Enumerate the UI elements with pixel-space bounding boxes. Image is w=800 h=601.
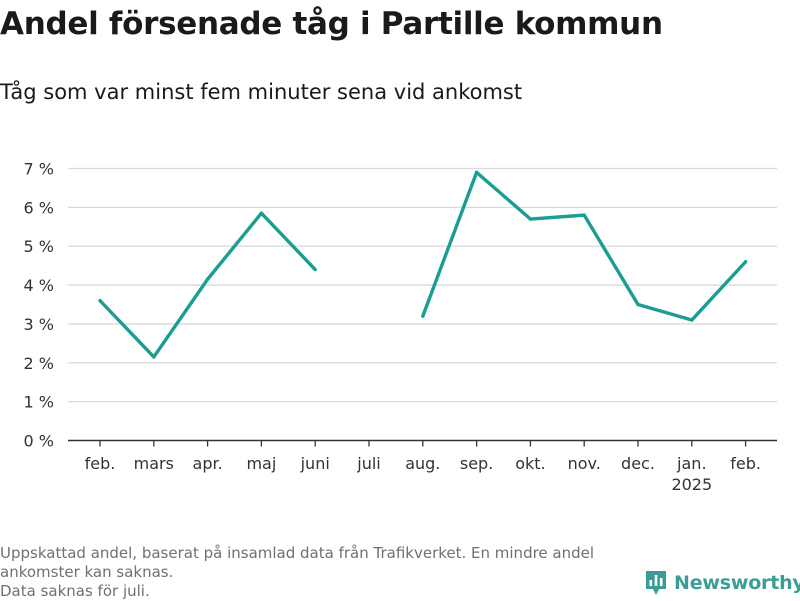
y-tick-label: 0 % xyxy=(24,432,54,451)
y-tick-label: 4 % xyxy=(24,276,54,295)
y-tick-label: 5 % xyxy=(24,237,54,256)
data-point xyxy=(259,211,264,215)
brand-name: Newsworthy xyxy=(674,572,800,594)
y-tick-label: 6 % xyxy=(24,198,54,217)
footnote-estimate: Uppskattad andel, baserat på insamlad da… xyxy=(0,544,595,581)
x-tick-label: juli xyxy=(356,454,380,473)
x-tick-label: juni xyxy=(300,454,330,473)
x-tick-label: apr. xyxy=(193,454,223,473)
y-tick-label: 1 % xyxy=(24,393,54,412)
x-tick-label: jan. xyxy=(676,454,706,473)
y-tick-label: 3 % xyxy=(24,315,54,334)
x-tick-label: nov. xyxy=(568,454,601,473)
data-point xyxy=(313,267,317,272)
data-point xyxy=(98,298,102,303)
chart-subtitle: Tåg som var minst fem minuter sena vid a… xyxy=(0,80,523,104)
x-year-label: 2025 xyxy=(671,475,712,494)
brand-logo: Newsworthy xyxy=(644,569,800,597)
x-tick-label: sep. xyxy=(460,454,493,473)
footnote-missing-data: Data saknas för juli. xyxy=(0,582,150,600)
data-point xyxy=(152,355,156,359)
data-point xyxy=(690,318,694,322)
x-tick-label: feb. xyxy=(85,454,116,473)
data-point xyxy=(421,314,425,318)
line-chart: 0 % 1 % 2 % 3 % 4 % 5 % 6 % 7 % feb. mars apr. maj j… xyxy=(24,160,777,494)
y-tick-label: 7 % xyxy=(24,160,54,179)
data-point xyxy=(743,260,748,264)
data-point xyxy=(528,217,533,221)
data-point xyxy=(636,302,640,307)
x-tick-label: maj xyxy=(246,454,276,473)
y-tick-label: 2 % xyxy=(24,354,54,373)
newsworthy-logo-icon xyxy=(646,571,666,595)
x-tick-label: okt. xyxy=(515,454,545,473)
x-tick-label: aug. xyxy=(405,454,440,473)
x-tick-label: mars xyxy=(134,454,174,473)
x-tick-label: dec. xyxy=(621,454,655,473)
data-point xyxy=(582,213,586,217)
data-point xyxy=(474,170,479,175)
data-point xyxy=(205,277,210,281)
x-tick-label: feb. xyxy=(730,454,761,473)
footnotes: Uppskattad andel, baserat på insamlad da… xyxy=(0,544,640,601)
chart-title: Andel försenade tåg i Partille kommun xyxy=(0,6,663,42)
